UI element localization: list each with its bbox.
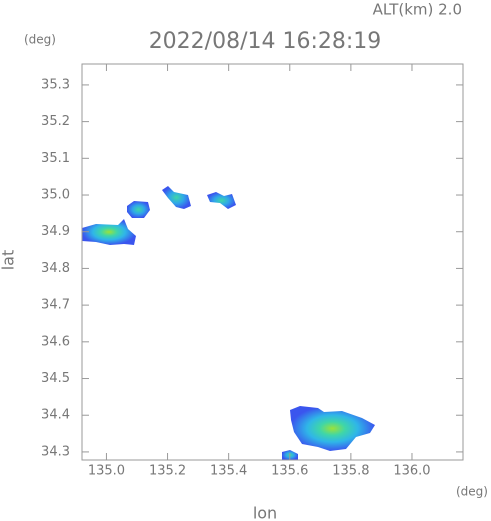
y-tick-label: 35.2	[41, 114, 70, 129]
y-tick-label: 34.8	[41, 261, 70, 276]
y-tick-label: 34.9	[41, 224, 70, 239]
y-tick-label: 34.6	[41, 334, 70, 349]
y-tick-label: 35.1	[41, 151, 70, 166]
y-tick-label: 34.5	[41, 371, 70, 386]
x-axis-label: lon	[253, 504, 277, 521]
x-tick-label: 135.8	[332, 464, 369, 479]
y-unit: (deg)	[24, 33, 56, 47]
y-tick-label: 34.7	[41, 298, 70, 313]
x-tick-label: 135.4	[210, 464, 247, 479]
x-tick-label: 135.0	[88, 464, 125, 479]
radar-echoes	[82, 186, 375, 460]
y-tick-label: 35.0	[41, 188, 70, 203]
y-tick-label: 35.3	[41, 77, 70, 92]
x-tick-label: 135.6	[271, 464, 308, 479]
y-tick-label: 34.4	[41, 408, 70, 423]
x-unit: (deg)	[456, 485, 488, 499]
x-tick-label: 135.2	[149, 464, 186, 479]
plot-frame	[81, 63, 464, 461]
y-tick-label: 34.3	[41, 444, 70, 459]
altitude: ALT(km) 2.0	[373, 1, 462, 19]
x-tick-label: 136.0	[393, 464, 430, 479]
chart-title: 2022/08/14 16:28:19	[149, 29, 382, 54]
y-axis-label: lat	[0, 250, 18, 271]
